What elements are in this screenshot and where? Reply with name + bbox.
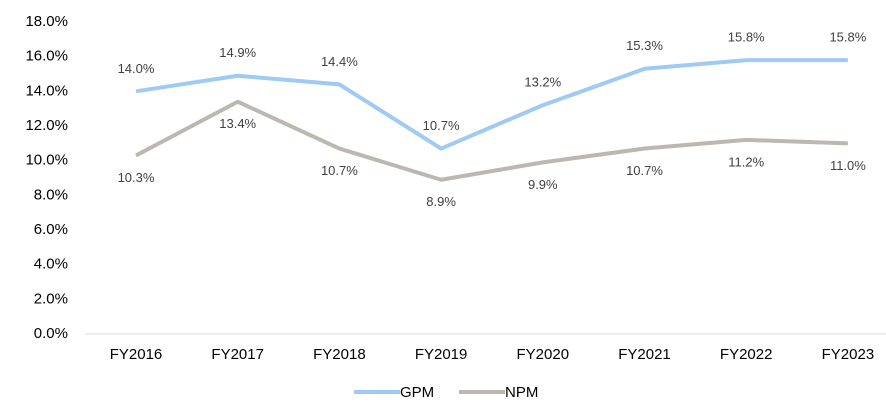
data-label: 10.3%: [118, 170, 155, 185]
x-tick-label: FY2021: [618, 346, 671, 363]
legend-label: NPM: [505, 384, 538, 401]
y-tick-label: 4.0%: [34, 256, 68, 273]
data-label: 10.7%: [626, 163, 663, 178]
y-tick-label: 6.0%: [34, 221, 68, 238]
data-label: 14.4%: [321, 54, 358, 69]
y-tick-label: 18.0%: [25, 13, 68, 30]
data-label: 9.9%: [528, 177, 558, 192]
data-label: 13.2%: [524, 75, 561, 90]
data-label: 11.2%: [728, 154, 764, 169]
series-line: [135, 99, 848, 182]
y-tick-label: 2.0%: [34, 290, 68, 307]
x-tick-label: FY2016: [110, 346, 163, 363]
data-label: 14.0%: [118, 61, 155, 76]
data-label: 15.8%: [829, 30, 866, 45]
y-tick-label: 12.0%: [25, 117, 68, 134]
x-tick-label: FY2019: [415, 346, 468, 363]
x-tick-label: FY2017: [211, 346, 264, 363]
y-tick-label: 16.0%: [25, 48, 68, 65]
legend-label: GPM: [400, 384, 434, 401]
x-tick-label: FY2023: [822, 346, 875, 363]
y-tick-label: 8.0%: [34, 186, 68, 203]
data-label: 13.4%: [219, 116, 256, 131]
x-tick-label: FY2022: [720, 346, 773, 363]
data-label: 15.3%: [626, 38, 663, 53]
data-label: 10.7%: [423, 118, 460, 133]
x-tick-label: FY2020: [517, 346, 570, 363]
y-tick-label: 10.0%: [25, 152, 68, 169]
data-label: 15.8%: [728, 30, 765, 45]
data-label: 10.7%: [321, 163, 358, 178]
data-label: 14.9%: [219, 45, 256, 60]
y-tick-label: 14.0%: [25, 82, 68, 99]
data-label: 11.0%: [830, 158, 866, 173]
x-tick-label: FY2018: [313, 346, 366, 363]
data-label: 8.9%: [426, 194, 456, 209]
y-tick-label: 0.0%: [34, 325, 68, 342]
series-line: [135, 58, 848, 151]
